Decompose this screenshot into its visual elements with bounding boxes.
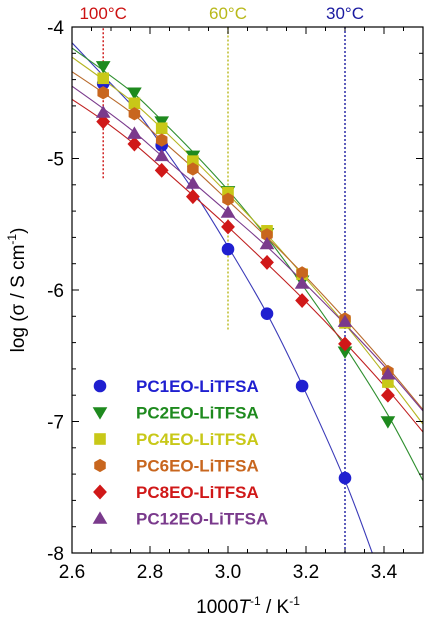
point-pc8eo-litfsa — [185, 189, 200, 205]
legend: PC1EO-LiTFSA PC2EO-LiTFSA PC4EO-LiTFSA PC6E… — [92, 377, 268, 529]
legend-label-pc4eo-litfsa: PC4EO-LiTFSA — [136, 430, 259, 449]
x-axis-title: 1000T-1 / K-1 — [196, 594, 300, 618]
point-pc8eo-litfsa — [127, 136, 142, 152]
point-pc8eo-litfsa — [260, 254, 274, 270]
point-pc1eo-litfsa — [221, 242, 235, 256]
legend-label-pc2eo-litfsa: PC2EO-LiTFSA — [136, 404, 259, 423]
point-pc8eo-litfsa — [295, 293, 310, 308]
point-pc12eo-litfsa — [259, 236, 275, 250]
legend-marker-pc4eo-litfsa — [94, 433, 106, 445]
point-pc6eo-litfsa — [187, 162, 199, 176]
legend-marker-pc12eo-litfsa — [92, 511, 108, 524]
x-tick-label: 3.4 — [371, 562, 398, 583]
point-pc2eo-litfsa — [154, 116, 170, 129]
legend-label-pc6eo-litfsa: PC6EO-LiTFSA — [136, 457, 259, 476]
point-pc8eo-litfsa — [338, 336, 352, 352]
data-markers — [95, 61, 396, 485]
legend-label-pc12eo-litfsa: PC12EO-LiTFSA — [136, 510, 268, 529]
point-pc1eo-litfsa — [295, 379, 309, 393]
point-pc1eo-litfsa — [338, 471, 352, 485]
fit-line-pc12eo-litfsa — [72, 85, 423, 412]
x-tick-label: 2.6 — [59, 562, 85, 583]
ref-label-30-c: 30°C — [326, 4, 364, 23]
reference-lines — [102, 27, 346, 553]
ref-label-100-c: 100°C — [79, 4, 126, 23]
point-pc6eo-litfsa — [128, 107, 141, 121]
point-pc1eo-litfsa — [260, 307, 274, 320]
point-pc12eo-litfsa — [127, 126, 142, 139]
point-pc2eo-litfsa — [380, 416, 396, 429]
fit-line-pc4eo-litfsa — [72, 56, 423, 425]
point-pc4eo-litfsa — [97, 72, 109, 85]
legend-marker-pc8eo-litfsa — [93, 484, 107, 500]
point-pc8eo-litfsa — [380, 387, 395, 403]
reference-labels: 100°C 60°C 30°C — [79, 4, 364, 23]
point-pc12eo-litfsa — [380, 367, 396, 380]
point-pc12eo-litfsa — [337, 314, 353, 327]
point-pc6eo-litfsa — [222, 192, 234, 206]
point-pc12eo-litfsa — [294, 276, 310, 289]
point-pc12eo-litfsa — [185, 176, 201, 189]
legend-label-pc8eo-litfsa: PC8EO-LiTFSA — [136, 483, 259, 502]
legend-marker-pc2eo-litfsa — [92, 407, 108, 420]
y-tick-label: -4 — [47, 18, 64, 39]
y-tick-label: -5 — [47, 150, 64, 171]
point-pc4eo-litfsa — [155, 122, 168, 135]
fit-line-pc1eo-litfsa — [72, 42, 373, 553]
point-pc12eo-litfsa — [95, 105, 111, 118]
ref-label-60-c: 60°C — [209, 4, 247, 23]
axis-ticks: 2.6 2.8 3.0 3.2 3.4 -8 -7 -6 -5 -4 — [47, 18, 424, 583]
point-pc8eo-litfsa — [154, 162, 169, 178]
point-pc2eo-litfsa — [127, 87, 142, 100]
y-tick-label: -6 — [47, 281, 64, 302]
legend-marker-pc6eo-litfsa — [94, 458, 106, 473]
point-pc6eo-litfsa — [155, 133, 168, 147]
x-tick-label: 2.8 — [137, 562, 163, 583]
y-tick-label: -7 — [47, 413, 64, 434]
point-pc8eo-litfsa — [221, 219, 235, 235]
x-tick-label: 3.2 — [293, 562, 319, 583]
point-pc2eo-litfsa — [95, 61, 111, 74]
point-pc12eo-litfsa — [220, 205, 236, 218]
point-pc12eo-litfsa — [154, 148, 170, 162]
point-pc4eo-litfsa — [128, 97, 141, 110]
x-tick-label: 3.0 — [215, 562, 241, 583]
legend-marker-pc1eo-litfsa — [93, 379, 107, 393]
point-pc8eo-litfsa — [96, 114, 111, 130]
y-tick-label: -8 — [47, 544, 64, 565]
point-pc6eo-litfsa — [97, 86, 109, 100]
fit-curves — [72, 42, 423, 553]
y-axis-title: log (σ / S cm-1) — [5, 228, 29, 353]
legend-label-pc1eo-litfsa: PC1EO-LiTFSA — [136, 377, 259, 396]
fit-line-pc6eo-litfsa — [72, 71, 423, 411]
